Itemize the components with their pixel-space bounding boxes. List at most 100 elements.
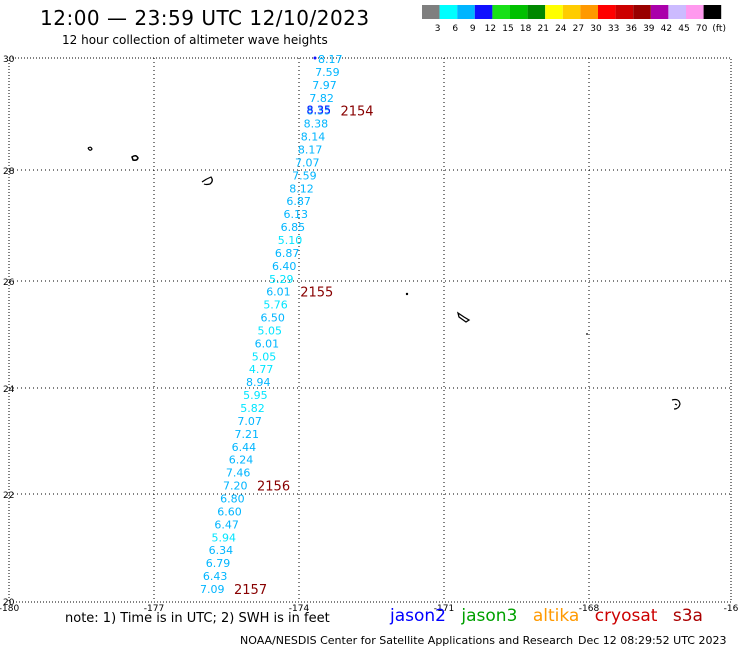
swh-label: 5.76: [263, 299, 288, 312]
scale-swatch: [580, 5, 598, 19]
lat-label: 26: [3, 278, 15, 288]
swh-label: 6.87: [275, 247, 300, 260]
lat-label: 22: [3, 491, 14, 501]
swh-label: 5.82: [240, 402, 264, 415]
time-label: 2156: [257, 480, 290, 495]
scale-label: 18: [520, 24, 532, 34]
lat-label: 28: [3, 167, 15, 177]
scale-swatch: [439, 5, 458, 19]
lon-label: -16: [724, 604, 739, 614]
mission-jason3: jason3: [461, 606, 518, 626]
swh-label: 7.07: [237, 415, 261, 428]
scale-label: 12: [485, 24, 496, 34]
swh-label: 7.59: [315, 66, 340, 79]
scale-swatch: [545, 5, 563, 19]
swh-label: 8.17: [298, 143, 323, 156]
swh-label: 6.24: [229, 454, 254, 467]
scale-swatch: [492, 5, 510, 19]
lon-label: -174: [289, 604, 310, 614]
island-5: [456, 311, 471, 323]
scale-swatch: [703, 5, 722, 19]
swh-label: 5.05: [252, 350, 277, 363]
swh-label: 4.77: [249, 363, 273, 376]
time-label: 2157: [234, 583, 267, 598]
swh-label: 8.14: [301, 131, 326, 144]
scale-label: 70: [696, 24, 708, 34]
scale-label: 39: [643, 24, 655, 34]
scale-swatch: [668, 5, 686, 19]
swh-label: 6.47: [214, 518, 239, 531]
swh-label: 8.38: [304, 118, 329, 131]
island-1: [87, 146, 93, 151]
scale-label: 27: [573, 24, 584, 34]
scale-label: 30: [590, 24, 602, 34]
lon-label: -177: [144, 604, 164, 614]
island-outlines: [87, 146, 681, 410]
page-subtitle: 12 hour collection of altimeter wave hei…: [62, 33, 328, 47]
scale-label: 3: [435, 24, 441, 34]
swh-label: 7.07: [295, 156, 320, 169]
swh-label: 6.60: [217, 505, 242, 518]
swh-label: 5.29: [269, 273, 294, 286]
swh-label: 6.01: [255, 337, 280, 350]
scale-swatch: [422, 5, 440, 19]
island-4: [405, 292, 409, 296]
swh-label: 6.01: [266, 286, 291, 299]
swh-label: 6.13: [283, 208, 308, 221]
swh-label: 8.12: [289, 182, 314, 195]
time-label: 2154: [340, 105, 373, 120]
swh-label: 6.40: [272, 260, 297, 273]
swh-label: 6.79: [206, 557, 231, 570]
axis-labels: 30 28 26 24 22 20-180 -177 -174 -171 -168 -16: [0, 55, 739, 614]
lon-label: -180: [0, 604, 19, 614]
island-6: [586, 333, 588, 335]
altimeter-track: 8.177.597.977.828.358.388.148.177.077.59…: [200, 53, 374, 598]
swh-label: 6.85: [281, 221, 306, 234]
scale-swatch: [615, 5, 634, 19]
scale-label: 33: [608, 24, 619, 34]
scale-label: 9: [470, 24, 476, 34]
swh-label: 6.50: [260, 312, 285, 325]
scale-swatch: [457, 5, 475, 19]
scale-swatch: [633, 5, 651, 19]
scale-swatch: [510, 5, 528, 19]
scale-label: 42: [661, 24, 672, 34]
credit-line: NOAA/NESDIS Center for Satellite Applica…: [240, 634, 726, 647]
swh-label-overlap: 8.35: [306, 104, 331, 117]
track-dot: [313, 56, 317, 60]
page-title: 12:00 — 23:59 UTC 12/10/2023: [40, 6, 370, 30]
lat-label: 30: [3, 55, 15, 65]
scale-label: (ft): [712, 24, 726, 34]
wave-height-map: 8.177.597.977.828.358.388.148.177.077.59…: [0, 53, 739, 614]
swh-label: 6.34: [209, 544, 234, 557]
scale-swatch: [686, 5, 704, 19]
swh-label: 6.87: [286, 195, 311, 208]
swh-label: 5.05: [258, 324, 283, 337]
lon-label: -171: [434, 604, 454, 614]
map-grid: [8, 57, 732, 603]
island-2: [131, 154, 139, 161]
scale-label: 21: [537, 24, 548, 34]
swh-label: 7.82: [309, 92, 334, 105]
swh-label: 7.46: [226, 467, 251, 480]
swh-label: 6.43: [203, 570, 228, 583]
swh-label: 7.09: [200, 583, 225, 596]
scale-swatch: [474, 5, 493, 19]
scale-swatch: [598, 5, 616, 19]
swh-label: 5.94: [212, 531, 237, 544]
scale-label: 6: [452, 24, 458, 34]
swh-label: 7.97: [312, 79, 337, 92]
scale-label: 24: [555, 24, 567, 34]
scale-label: 36: [625, 24, 637, 34]
mission-altika: altika: [532, 606, 580, 626]
swh-label: 8.17: [318, 53, 343, 66]
scale-swatch: [562, 5, 581, 19]
swh-label: 5.95: [243, 389, 267, 402]
lat-label: 24: [3, 385, 15, 395]
scale-swatch: [650, 5, 669, 19]
island-3: [201, 176, 213, 186]
footer-note: note: 1) Time is in UTC; 2) SWH is in fe…: [65, 611, 330, 626]
lat-label: 20: [3, 598, 15, 608]
generated-timestamp: Dec 12 08:29:52 UTC 2023: [578, 634, 727, 647]
credit-text: NOAA/NESDIS Center for Satellite Applica…: [240, 634, 574, 647]
